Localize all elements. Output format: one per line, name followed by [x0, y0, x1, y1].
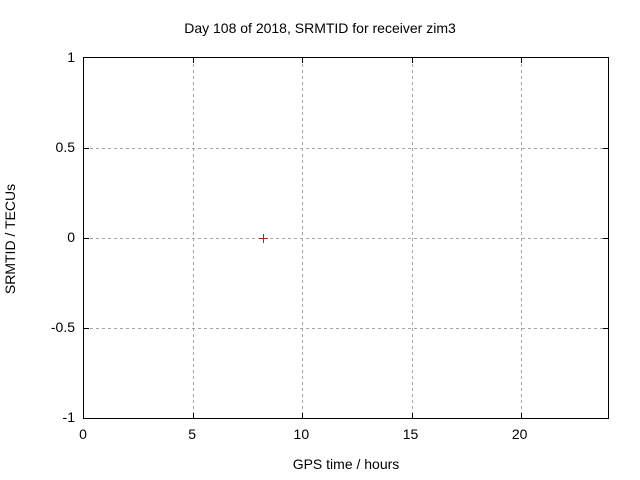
x-tick-mark-bottom [193, 413, 195, 418]
x-tick-mark-top [411, 58, 413, 63]
x-tick-mark-bottom [302, 413, 304, 418]
data-point-marker [259, 234, 269, 243]
x-tick-label: 5 [188, 426, 197, 442]
x-tick-mark-top [193, 58, 195, 63]
y-tick-mark-left [84, 238, 89, 239]
y-tick-label: -0.5 [50, 319, 75, 335]
x-tick-mark-top [520, 58, 522, 63]
y-tick-mark-left [84, 148, 89, 149]
y-tick-mark-right [603, 328, 608, 329]
x-axis-label: GPS time / hours [292, 456, 400, 472]
chart-title: Day 108 of 2018, SRMTID for receiver zim… [184, 20, 456, 36]
x-tick-label: 15 [402, 426, 419, 442]
grid-line-horizontal [84, 328, 608, 329]
marker-plus-vertical-stroke [263, 234, 265, 243]
y-tick-mark-right [603, 238, 608, 239]
x-tick-mark-top [302, 58, 304, 63]
y-tick-mark-right [603, 148, 608, 149]
x-tick-label: 0 [79, 426, 87, 442]
grid-line-horizontal [84, 148, 608, 149]
grid-line-horizontal [84, 238, 608, 239]
y-tick-label: 0.5 [55, 139, 75, 155]
x-tick-label: 10 [293, 426, 310, 442]
x-tick-mark-bottom [411, 413, 413, 418]
y-tick-label: 1 [67, 49, 75, 65]
y-tick-label: -1 [62, 409, 75, 425]
x-tick-mark-bottom [520, 413, 522, 418]
plot-area [83, 57, 609, 419]
y-tick-mark-left [84, 328, 89, 329]
x-tick-label: 20 [511, 426, 528, 442]
y-tick-label: 0 [67, 229, 75, 245]
